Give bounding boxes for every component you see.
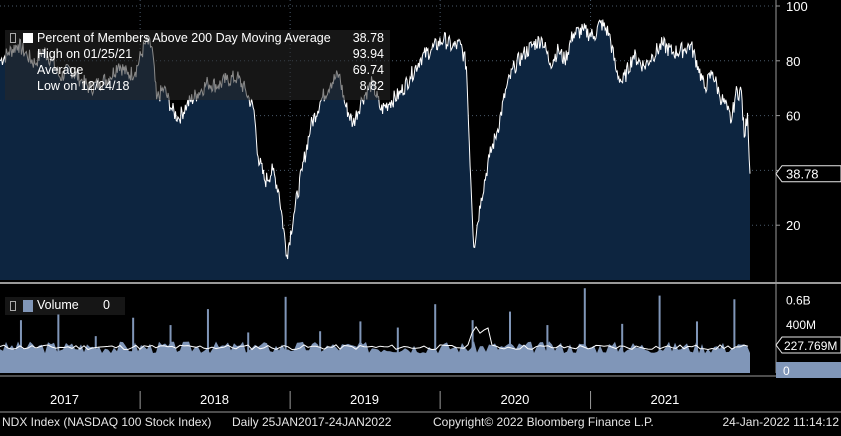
footer-copyright: Copyright© 2022 Bloomberg Finance L.P.: [433, 415, 654, 429]
volume-bar: [247, 332, 250, 373]
volume-bar: [621, 323, 624, 373]
volume-last-badge-text: 0: [783, 364, 790, 378]
y-tick-label: 80: [786, 54, 800, 69]
legend-row-average: Average 69.74: [5, 62, 390, 78]
x-tick-label: 2018: [200, 392, 229, 407]
volume-legend[interactable]: Volume 0: [5, 297, 125, 315]
volume-legend-value: 0: [103, 298, 110, 312]
volume-y-tick-label: 0.6B: [786, 293, 811, 307]
y-tick-label: 60: [786, 109, 800, 124]
legend-low-value: 8.82: [359, 79, 384, 93]
x-tick-label: 2017: [50, 392, 79, 407]
axes: [0, 0, 841, 413]
volume-bar: [583, 288, 586, 373]
legend-row-low: Low on 12/24/18 8.82: [5, 78, 390, 94]
volume-bar: [57, 314, 60, 373]
legend-average-value: 69.74: [352, 63, 384, 77]
footer-date-range: Daily 25JAN2017-24JAN2022: [232, 415, 392, 429]
series-color-swatch-icon: [23, 33, 33, 43]
volume-color-swatch-icon: [23, 300, 33, 312]
legend-row-series: Percent of Members Above 200 Day Moving …: [5, 30, 390, 46]
volume-ma-badge-box: [775, 336, 841, 354]
volume-bar: [546, 325, 549, 373]
y-tick-label: 100: [786, 0, 808, 14]
volume-bar: [658, 295, 661, 373]
x-tick-label: 2021: [650, 392, 679, 407]
legend-average-label: Average: [37, 63, 84, 77]
volume-y-tick-label: 400M: [786, 318, 816, 332]
volume-moving-average-line: [0, 325, 749, 351]
x-tick-label: 2020: [500, 392, 529, 407]
volume-bar: [733, 299, 736, 373]
volume-bar: [509, 311, 511, 373]
volume-ma-badge-text: 227.769M: [784, 339, 837, 353]
footer-ticker: NDX Index (NASDAQ 100 Stock Index): [2, 415, 212, 429]
legend-last-value: 38.78: [352, 31, 384, 45]
volume-bar: [359, 321, 362, 373]
last-value-badge-text: 38.78: [786, 167, 819, 182]
y-tick-labels: 20 60 80 100 0.6B 400M: [786, 0, 816, 332]
legend-grip-icon[interactable]: [10, 33, 16, 43]
volume-last-badge-box: [776, 362, 841, 378]
volume-bar: [206, 309, 209, 373]
volume-area-fill: [0, 341, 750, 373]
volume-bar: [94, 336, 97, 373]
x-tick-labels: 2017 2018 2019 2020 2021: [50, 391, 679, 409]
volume-bar: [471, 320, 474, 373]
volume-legend-grip-icon[interactable]: [10, 301, 16, 311]
volume-legend-label: Volume: [37, 298, 79, 312]
footer-bar: NDX Index (NASDAQ 100 Stock Index) Daily…: [0, 414, 841, 431]
x-tick-label: 2019: [350, 392, 379, 407]
volume-series: [0, 288, 750, 373]
last-value-badge-box: [775, 165, 841, 183]
volume-bar: [319, 331, 322, 373]
volume-bar: [132, 317, 135, 373]
legend-row-high: High on 01/25/21 93.94: [5, 46, 390, 62]
legend-low-label: Low on 12/24/18: [37, 79, 130, 93]
main-legend[interactable]: Percent of Members Above 200 Day Moving …: [5, 30, 390, 100]
volume-bar: [396, 327, 399, 373]
legend-high-label: High on 01/25/21: [37, 47, 133, 61]
legend-high-value: 93.94: [352, 47, 384, 61]
legend-series-label: Percent of Members Above 200 Day Moving …: [37, 31, 331, 45]
y-tick-label: 20: [786, 218, 800, 233]
volume-bar: [695, 321, 698, 373]
series-area-fill: [0, 19, 750, 280]
volume-bar: [169, 325, 172, 373]
last-value-badges: 38.78 227.769M 0: [775, 165, 841, 378]
footer-timestamp: 24-Jan-2022 11:14:12: [722, 415, 839, 429]
volume-bar: [434, 304, 437, 373]
volume-bar: [284, 296, 287, 373]
